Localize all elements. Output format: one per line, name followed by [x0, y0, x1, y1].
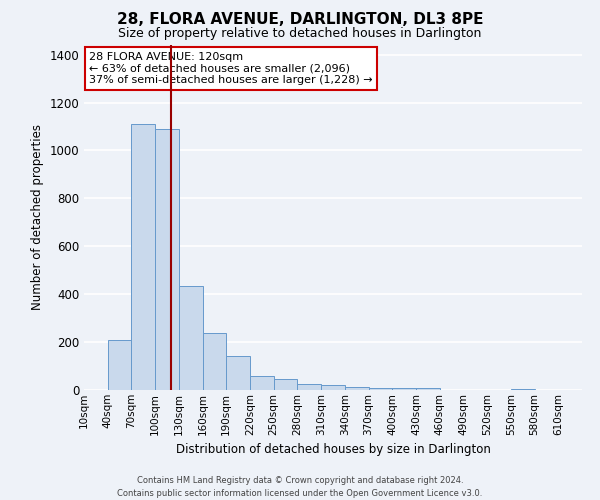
Bar [179, 286, 203, 390]
Bar [274, 378, 298, 390]
Bar [345, 387, 368, 390]
Bar [155, 129, 179, 390]
Bar [203, 332, 226, 390]
Bar [250, 376, 274, 390]
Bar [298, 384, 321, 390]
Bar [392, 388, 416, 390]
Bar [131, 124, 155, 390]
Bar [226, 356, 250, 390]
Bar [321, 385, 345, 390]
Text: Contains HM Land Registry data © Crown copyright and database right 2024.
Contai: Contains HM Land Registry data © Crown c… [118, 476, 482, 498]
Bar [108, 340, 131, 390]
Bar [368, 388, 392, 390]
Text: 28, FLORA AVENUE, DARLINGTON, DL3 8PE: 28, FLORA AVENUE, DARLINGTON, DL3 8PE [117, 12, 483, 28]
Bar [511, 389, 535, 390]
Bar [416, 388, 440, 390]
Y-axis label: Number of detached properties: Number of detached properties [31, 124, 44, 310]
X-axis label: Distribution of detached houses by size in Darlington: Distribution of detached houses by size … [176, 443, 490, 456]
Text: 28 FLORA AVENUE: 120sqm
← 63% of detached houses are smaller (2,096)
37% of semi: 28 FLORA AVENUE: 120sqm ← 63% of detache… [89, 52, 373, 85]
Text: Size of property relative to detached houses in Darlington: Size of property relative to detached ho… [118, 28, 482, 40]
